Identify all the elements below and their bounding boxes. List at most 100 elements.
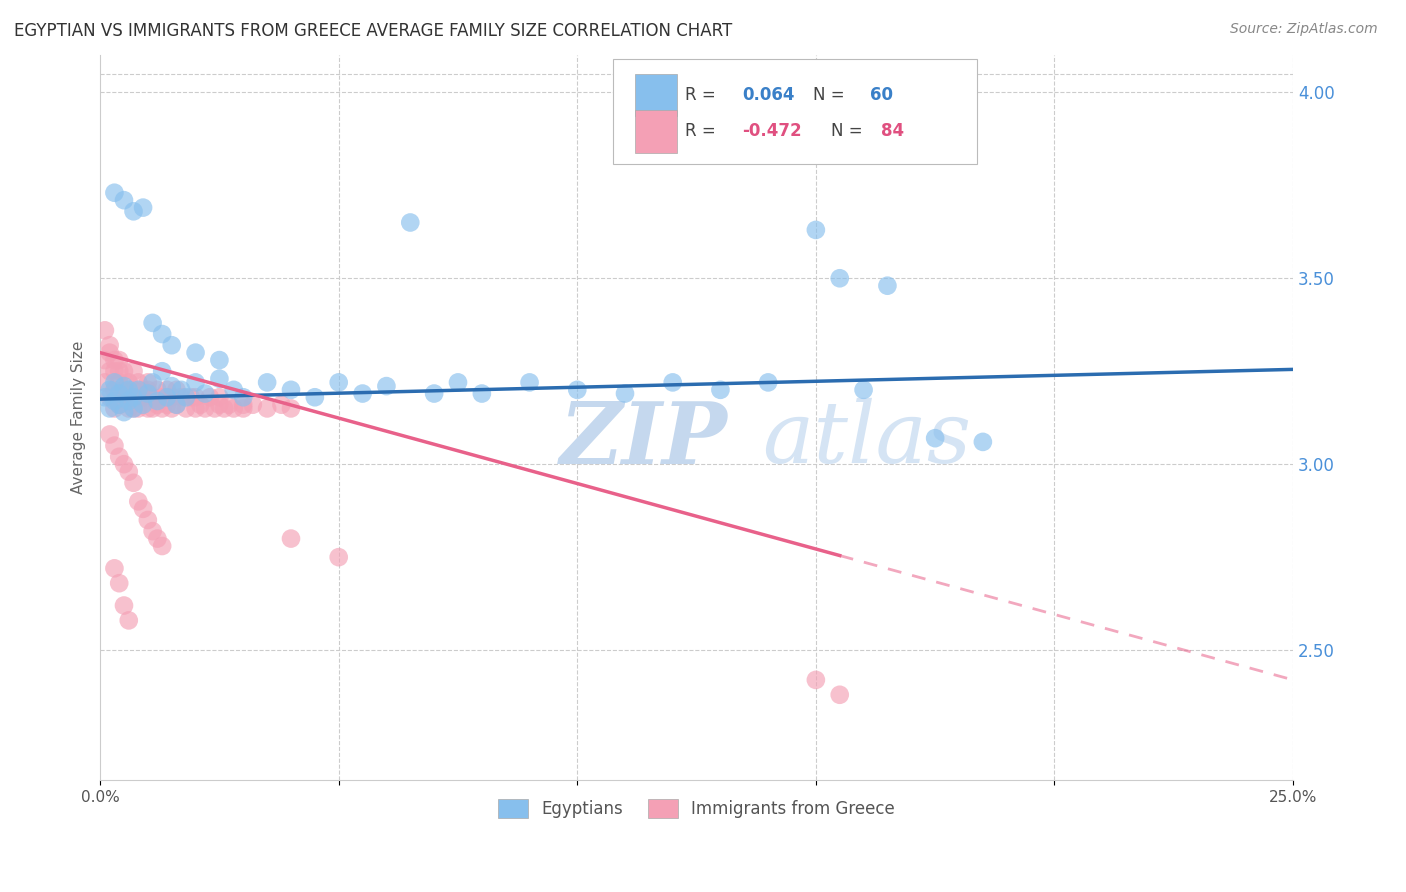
Point: [399, 215, 422, 229]
Point: [132, 390, 155, 404]
Point: [256, 401, 278, 416]
Point: [142, 376, 165, 390]
Point: [280, 383, 302, 397]
Point: [447, 376, 470, 390]
Point: [328, 376, 350, 390]
Point: [160, 401, 183, 416]
Point: [118, 465, 141, 479]
Point: [852, 383, 875, 397]
Point: [127, 376, 149, 390]
Point: [118, 383, 141, 397]
Point: [142, 316, 165, 330]
Point: [98, 401, 121, 416]
Point: [132, 383, 155, 397]
Point: [304, 390, 326, 404]
Point: [256, 376, 278, 390]
Point: [804, 223, 827, 237]
Point: [150, 364, 173, 378]
Point: [146, 398, 169, 412]
Text: ZIP: ZIP: [560, 398, 727, 481]
Point: [972, 434, 994, 449]
Point: [232, 401, 254, 416]
Point: [132, 501, 155, 516]
Point: [108, 364, 131, 378]
Point: [127, 401, 149, 416]
Point: [136, 383, 159, 397]
Point: [146, 394, 169, 409]
Point: [98, 338, 121, 352]
Point: [661, 376, 683, 390]
Point: [423, 386, 446, 401]
Point: [270, 398, 292, 412]
Text: 60: 60: [869, 86, 893, 104]
Point: [170, 390, 193, 404]
FancyBboxPatch shape: [634, 110, 678, 153]
Point: [122, 383, 145, 397]
Point: [103, 186, 125, 200]
Point: [204, 401, 226, 416]
Point: [127, 383, 149, 397]
Point: [94, 353, 117, 368]
Point: [98, 345, 121, 359]
Point: [352, 386, 374, 401]
Point: [828, 688, 851, 702]
Point: [184, 345, 207, 359]
Point: [208, 372, 231, 386]
Point: [170, 383, 193, 397]
Point: [112, 599, 135, 613]
Point: [280, 401, 302, 416]
Point: [142, 524, 165, 538]
Point: [156, 383, 179, 397]
Point: [108, 386, 131, 401]
Point: [112, 193, 135, 207]
Point: [180, 390, 202, 404]
Point: [160, 390, 183, 404]
Point: [98, 383, 121, 397]
Point: [184, 401, 207, 416]
Point: [184, 390, 207, 404]
Point: [98, 427, 121, 442]
Point: [98, 390, 121, 404]
Point: [122, 364, 145, 378]
Point: [108, 353, 131, 368]
Point: [108, 376, 131, 390]
Point: [218, 398, 240, 412]
Point: [156, 390, 179, 404]
Point: [174, 390, 197, 404]
Point: [471, 386, 494, 401]
Point: [184, 376, 207, 390]
Point: [112, 364, 135, 378]
Point: [103, 394, 125, 409]
Text: 0.064: 0.064: [742, 86, 794, 104]
Point: [103, 383, 125, 397]
Point: [103, 364, 125, 378]
Point: [108, 398, 131, 412]
Point: [136, 401, 159, 416]
Point: [567, 383, 589, 397]
Point: [614, 386, 637, 401]
Point: [876, 278, 898, 293]
Point: [150, 539, 173, 553]
Point: [122, 401, 145, 416]
Point: [136, 376, 159, 390]
Point: [222, 383, 245, 397]
Point: [98, 364, 121, 378]
Point: [103, 561, 125, 575]
Point: [108, 450, 131, 464]
Text: EGYPTIAN VS IMMIGRANTS FROM GREECE AVERAGE FAMILY SIZE CORRELATION CHART: EGYPTIAN VS IMMIGRANTS FROM GREECE AVERA…: [14, 22, 733, 40]
Point: [375, 379, 398, 393]
Text: atlas: atlas: [762, 398, 972, 481]
Point: [156, 398, 179, 412]
Point: [122, 390, 145, 404]
Point: [136, 386, 159, 401]
Point: [94, 323, 117, 337]
Point: [924, 431, 946, 445]
Point: [142, 401, 165, 416]
Legend: Egyptians, Immigrants from Greece: Egyptians, Immigrants from Greece: [489, 790, 904, 826]
Point: [232, 398, 254, 412]
Point: [166, 383, 188, 397]
Point: [112, 405, 135, 419]
Point: [146, 383, 169, 397]
Point: [112, 457, 135, 471]
FancyBboxPatch shape: [613, 59, 977, 164]
